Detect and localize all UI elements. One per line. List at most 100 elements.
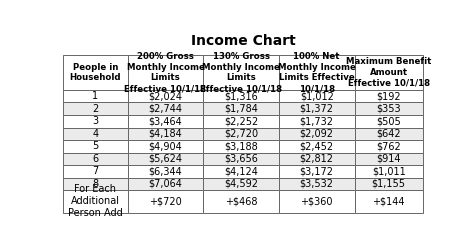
Bar [63,127,128,140]
Bar [128,190,203,213]
Bar [203,102,279,115]
Bar [203,165,279,178]
Text: $2,720: $2,720 [224,129,258,139]
Text: 7: 7 [92,166,99,176]
Bar [279,90,355,102]
Text: $1,011: $1,011 [372,166,406,176]
Text: $192: $192 [376,91,401,101]
Text: $2,092: $2,092 [300,129,334,139]
Text: $4,184: $4,184 [149,129,182,139]
Bar [128,153,203,165]
Bar [203,178,279,190]
Bar [128,178,203,190]
Bar [128,55,203,90]
Bar [279,102,355,115]
Bar [63,165,128,178]
Text: $3,532: $3,532 [300,179,334,189]
Text: $1,316: $1,316 [224,91,258,101]
Text: $4,124: $4,124 [224,166,258,176]
Bar [355,127,423,140]
Text: $3,188: $3,188 [224,141,258,151]
Bar [203,140,279,153]
Bar [203,115,279,127]
Text: $2,024: $2,024 [148,91,182,101]
Bar [128,102,203,115]
Bar [355,153,423,165]
Bar [203,190,279,213]
Bar [63,178,128,190]
Text: 6: 6 [92,154,99,164]
Bar [355,178,423,190]
Text: $1,012: $1,012 [300,91,334,101]
Text: 200% Gross
Monthly Income
Limits
Effective 10/1/18: 200% Gross Monthly Income Limits Effecti… [125,52,207,93]
Text: 2: 2 [92,104,99,114]
Bar [279,178,355,190]
Bar [63,55,128,90]
Bar [279,165,355,178]
Text: +$144: +$144 [373,196,405,206]
Text: $1,732: $1,732 [300,116,334,126]
Text: $4,592: $4,592 [224,179,258,189]
Text: $3,656: $3,656 [224,154,258,164]
Bar [203,90,279,102]
Bar [279,115,355,127]
Bar [279,140,355,153]
Text: $2,452: $2,452 [300,141,334,151]
Bar [279,127,355,140]
Text: $353: $353 [376,104,401,114]
Bar [355,55,423,90]
Bar [128,90,203,102]
Text: $5,624: $5,624 [148,154,182,164]
Text: $762: $762 [376,141,401,151]
Text: $642: $642 [376,129,401,139]
Bar [128,165,203,178]
Bar [355,115,423,127]
Text: $6,344: $6,344 [149,166,182,176]
Text: $2,812: $2,812 [300,154,334,164]
Bar [355,190,423,213]
Text: $914: $914 [376,154,401,164]
Text: 5: 5 [92,141,99,151]
Bar [63,190,128,213]
Text: $7,064: $7,064 [148,179,182,189]
Text: Income Chart: Income Chart [191,33,295,47]
Bar [203,153,279,165]
Bar [128,140,203,153]
Text: +$720: +$720 [149,196,182,206]
Bar [63,115,128,127]
Text: $1,372: $1,372 [300,104,334,114]
Bar [128,127,203,140]
Text: 8: 8 [92,179,99,189]
Text: $1,155: $1,155 [372,179,406,189]
Bar [355,165,423,178]
Bar [63,102,128,115]
Text: For Each
Additional
Person Add: For Each Additional Person Add [68,184,123,218]
Bar [128,115,203,127]
Bar [355,140,423,153]
Bar [279,55,355,90]
Bar [355,102,423,115]
Text: 130% Gross
Monthly Income
Limits
Effective 10/1/18: 130% Gross Monthly Income Limits Effecti… [200,52,282,93]
Text: People in
Household: People in Household [70,63,121,82]
Text: $3,464: $3,464 [149,116,182,126]
Text: $505: $505 [376,116,401,126]
Bar [203,127,279,140]
Text: $4,904: $4,904 [149,141,182,151]
Text: 4: 4 [92,129,99,139]
Bar [63,140,128,153]
Text: Maximum Benefit
Amount
Effective 10/1/18: Maximum Benefit Amount Effective 10/1/18 [346,57,431,88]
Text: +$360: +$360 [301,196,333,206]
Bar [63,90,128,102]
Bar [279,190,355,213]
Text: $3,172: $3,172 [300,166,334,176]
Text: $2,252: $2,252 [224,116,258,126]
Text: 100% Net
Monthly Income
Limits Effective
10/1/18: 100% Net Monthly Income Limits Effective… [278,52,356,93]
Text: 1: 1 [92,91,99,101]
Text: +$468: +$468 [225,196,257,206]
Bar [63,153,128,165]
Text: $1,784: $1,784 [224,104,258,114]
Text: 3: 3 [92,116,99,126]
Text: $2,744: $2,744 [148,104,182,114]
Bar [203,55,279,90]
Bar [279,153,355,165]
